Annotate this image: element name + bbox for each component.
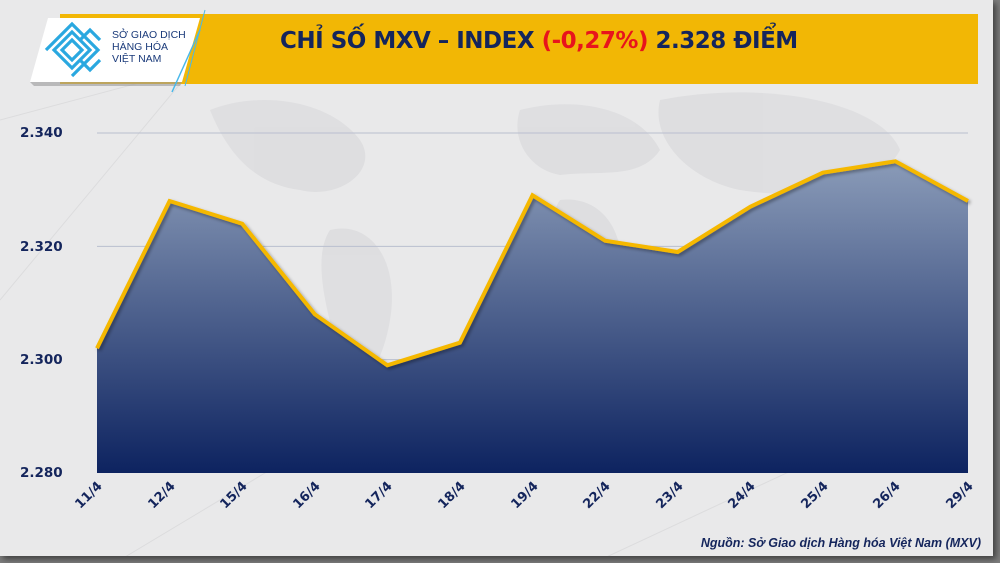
- title-prefix: CHỈ SỐ MXV – INDEX: [280, 28, 542, 54]
- y-tick-2340: 2.340: [20, 125, 63, 141]
- logo-line-3: VIỆT NAM: [112, 53, 162, 65]
- y-tick-2300: 2.300: [20, 352, 63, 368]
- y-tick-2280: 2.280: [20, 465, 63, 481]
- title-banner: [60, 14, 978, 84]
- area-fill: [97, 161, 968, 474]
- source-note: Nguồn: Sở Giao dịch Hàng hóa Việt Nam (M…: [700, 536, 981, 550]
- index-line: [95, 159, 969, 368]
- title-suffix: 2.328 ĐIỂM: [647, 28, 798, 54]
- title-change: (-0,27%): [541, 28, 649, 54]
- logo-shape: [30, 9, 206, 93]
- logo-line-2: HÀNG HÓA: [112, 41, 169, 53]
- logo-line-1: SỞ GIAO DỊCH: [112, 29, 186, 41]
- logo-text: SỞ GIAO DỊCH HÀNG HÓA VIỆT NAM: [112, 29, 186, 65]
- y-tick-2320: 2.320: [20, 239, 63, 255]
- chart-title: CHỈ SỐ MXV – INDEX (-0,27%) 2.328 ĐIỂM: [280, 28, 798, 54]
